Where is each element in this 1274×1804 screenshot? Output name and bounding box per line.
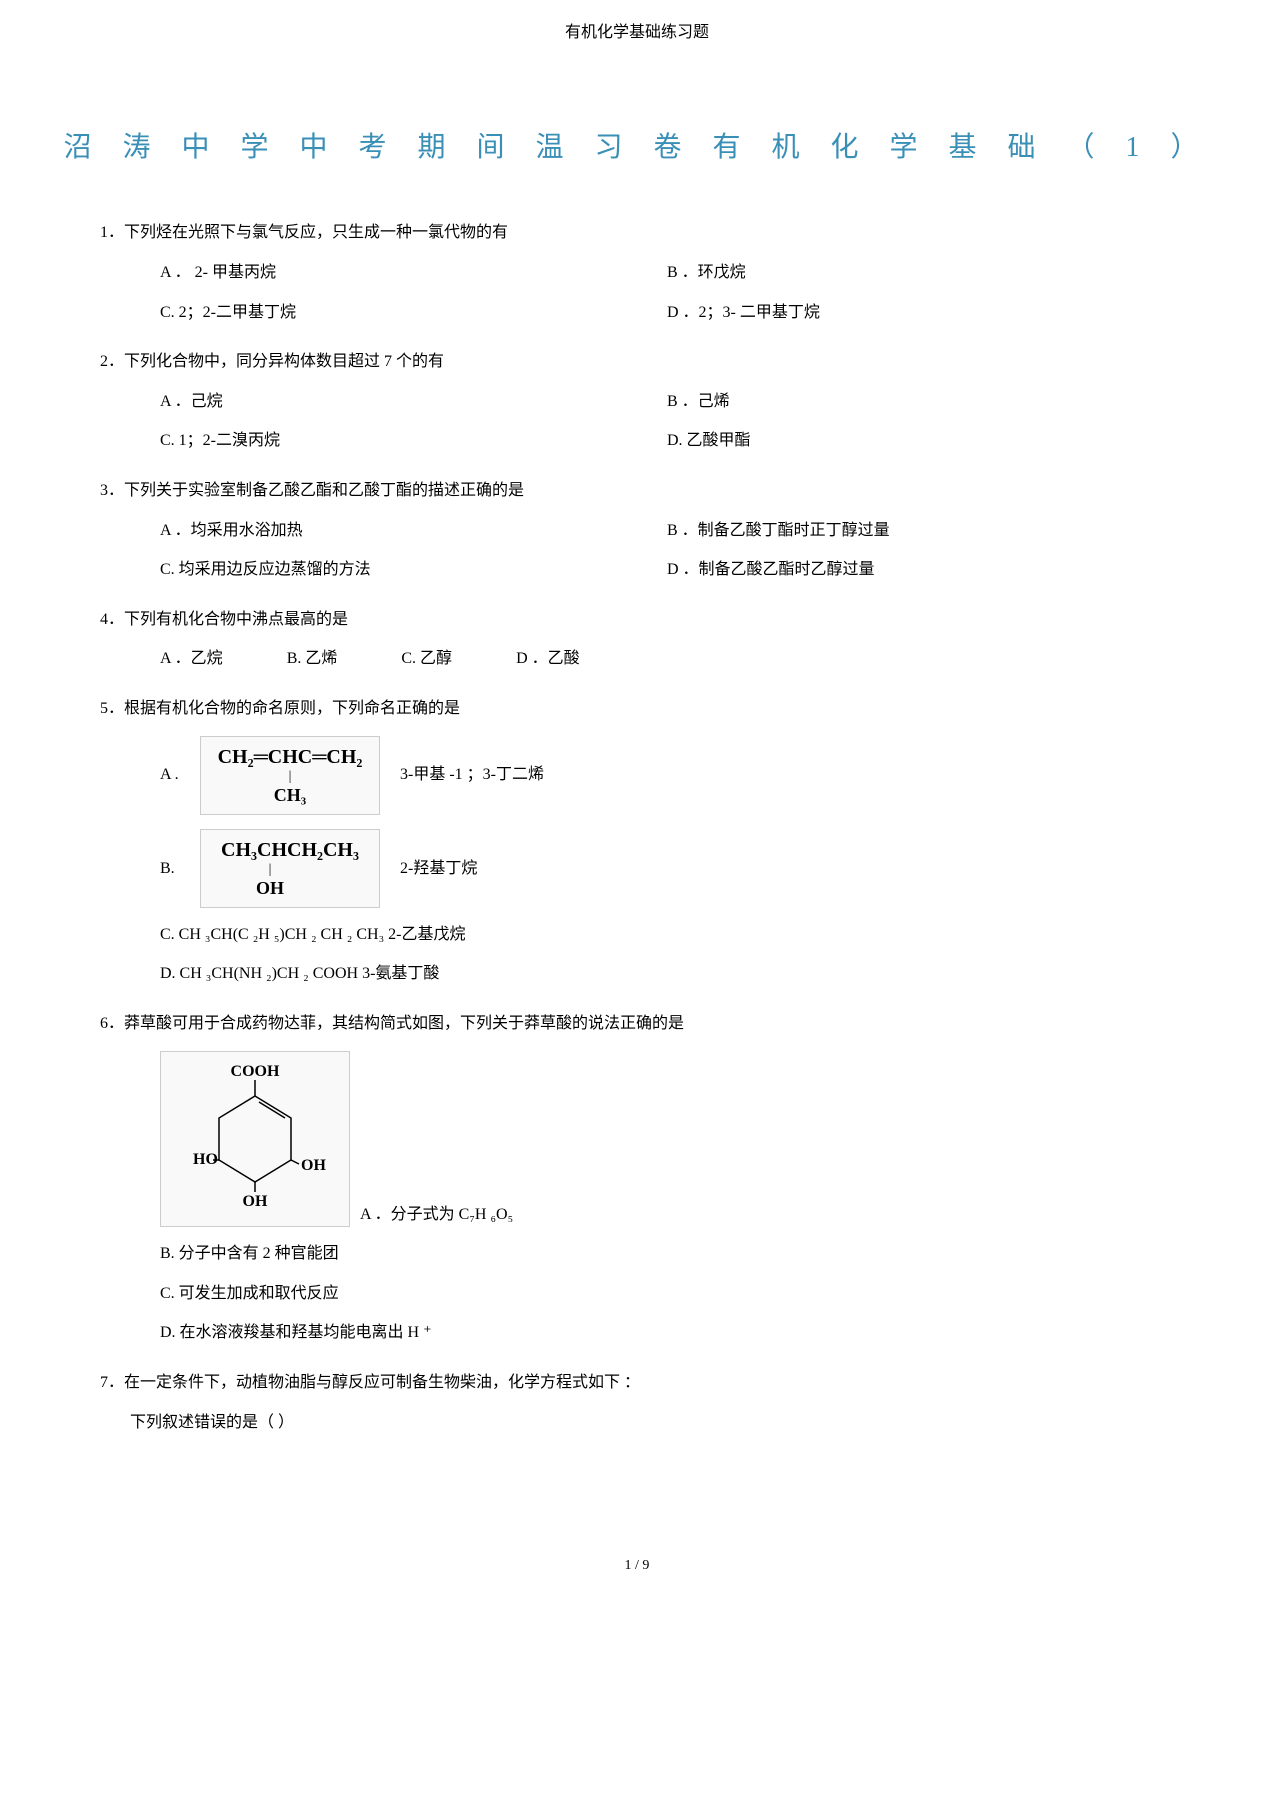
formula-branch-line: | <box>171 866 369 874</box>
content-body: 1．下列烃在光照下与氯气反应，只生成一种一氯代物的有 A ． 2- 甲基丙烷 B… <box>0 220 1274 1435</box>
question-2: 2．下列化合物中，同分异构体数目超过 7 个的有 A ．己烷 B ．己烯 C. … <box>100 349 1174 454</box>
page-header: 有机化学基础练习题 <box>0 20 1274 46</box>
document-title: 沼 涛 中 学 中 考 期 间 温 习 卷 有 机 化 学 基 础 （ 1 ） <box>0 126 1274 171</box>
option-c: C. CH ₃CH(C ₂H ₅)CH ₂ CH ₂ CH₃ 2-乙基戊烷 <box>160 922 1174 948</box>
option-desc: 2-羟基丁烷 <box>400 856 477 882</box>
option-d: D. 乙酸甲酯 <box>667 428 1174 454</box>
option-desc: 3-甲基 -1 ；3-丁二烯 <box>400 762 544 788</box>
formula-image: CH₃CHCH₂CH₃ | OH <box>200 829 380 908</box>
option-c: C. 可发生加成和取代反应 <box>100 1281 1174 1307</box>
question-text: 3．下列关于实验室制备乙酸乙酯和乙酸丁酯的描述正确的是 <box>100 478 1174 504</box>
option-c: C. 1；2-二溴丙烷 <box>160 428 667 454</box>
options-rest: C. CH ₃CH(C ₂H ₅)CH ₂ CH ₂ CH₃ 2-乙基戊烷 D.… <box>100 922 1174 987</box>
option-d: D ．乙酸 <box>516 646 580 672</box>
question-1: 1．下列烃在光照下与氯气反应，只生成一种一氯代物的有 A ． 2- 甲基丙烷 B… <box>100 220 1174 325</box>
option-d: D. CH ₃CH(NH ₂)CH ₂ COOH 3-氨基丁酸 <box>160 961 1174 987</box>
structure-row: COOH HO OH OH A ．分子式为 C₇H <box>100 1051 1174 1228</box>
question-sub: 下列叙述错误的是（ ） <box>100 1410 1174 1436</box>
question-6: 6．莽草酸可用于合成药物达菲，其结构简式如图，下列关于莽草酸的说法正确的是 CO… <box>100 1011 1174 1346</box>
option-b: B ．制备乙酸丁酯时正丁醇过量 <box>667 518 1174 544</box>
question-3: 3．下列关于实验室制备乙酸乙酯和乙酸丁酯的描述正确的是 A ．均采用水浴加热 B… <box>100 478 1174 583</box>
question-7: 7．在一定条件下，动植物油脂与醇反应可制备生物柴油，化学方程式如下 ： 下列叙述… <box>100 1370 1174 1435</box>
question-text: 4．下列有机化合物中沸点最高的是 <box>100 607 1174 633</box>
formula-branch-line: | <box>211 773 369 781</box>
question-text: 7．在一定条件下，动植物油脂与醇反应可制备生物柴油，化学方程式如下 ： <box>100 1370 1174 1396</box>
option-b: B. 分子中含有 2 种官能团 <box>100 1241 1174 1267</box>
options: A ．乙烷 B. 乙烯 C. 乙醇 D ．乙酸 <box>100 646 1174 672</box>
question-text: 1．下列烃在光照下与氯气反应，只生成一种一氯代物的有 <box>100 220 1174 246</box>
formula-image: CH₂═CHC═CH₂ | CH₃ <box>200 736 380 815</box>
option-a: A ．己烷 <box>160 389 667 415</box>
option-label: A . <box>160 762 200 788</box>
option-c: C. 2；2-二甲基丁烷 <box>160 300 667 326</box>
oh-label: OH <box>301 1157 326 1174</box>
question-4: 4．下列有机化合物中沸点最高的是 A ．乙烷 B. 乙烯 C. 乙醇 D ．乙酸 <box>100 607 1174 672</box>
option-b: B. CH₃CHCH₂CH₃ | OH 2-羟基丁烷 <box>100 829 1174 908</box>
options: A ． 2- 甲基丙烷 B ．环戊烷 C. 2；2-二甲基丁烷 D ．2；3- … <box>100 260 1174 325</box>
option-d: D ．制备乙酸乙酯时乙醇过量 <box>667 557 1174 583</box>
option-a: A ．均采用水浴加热 <box>160 518 667 544</box>
formula-top: CH₃CHCH₂CH₃ <box>211 834 369 866</box>
cooh-label: COOH <box>231 1063 280 1080</box>
option-c: C. 乙醇 <box>401 646 452 672</box>
question-text: 6．莽草酸可用于合成药物达菲，其结构简式如图，下列关于莽草酸的说法正确的是 <box>100 1011 1174 1037</box>
option-b: B. 乙烯 <box>287 646 338 672</box>
formula-bottom: OH <box>171 874 369 903</box>
chemical-structure: COOH HO OH OH <box>160 1051 350 1228</box>
option-a: A ．分子式为 C₇H ₆O₅ <box>360 1202 513 1228</box>
options: A ．均采用水浴加热 B ．制备乙酸丁酯时正丁醇过量 C. 均采用边反应边蒸馏的… <box>100 518 1174 583</box>
question-text: 5．根据有机化合物的命名原则，下列命名正确的是 <box>100 696 1174 722</box>
option-c: C. 均采用边反应边蒸馏的方法 <box>160 557 667 583</box>
option-b: B ．环戊烷 <box>667 260 1174 286</box>
question-5: 5．根据有机化合物的命名原则，下列命名正确的是 A . CH₂═CHC═CH₂ … <box>100 696 1174 987</box>
option-d: D ．2；3- 二甲基丁烷 <box>667 300 1174 326</box>
formula-bottom: CH₃ <box>211 781 369 810</box>
option-a: A . CH₂═CHC═CH₂ | CH₃ 3-甲基 -1 ；3-丁二烯 <box>100 736 1174 815</box>
option-b: B ．己烯 <box>667 389 1174 415</box>
option-a: A ．乙烷 <box>160 646 223 672</box>
question-text: 2．下列化合物中，同分异构体数目超过 7 个的有 <box>100 349 1174 375</box>
page-number: 1 / 9 <box>0 1555 1274 1577</box>
option-a: A ． 2- 甲基丙烷 <box>160 260 667 286</box>
oh-label: OH <box>243 1193 268 1210</box>
options: A ．己烷 B ．己烯 C. 1；2-二溴丙烷 D. 乙酸甲酯 <box>100 389 1174 454</box>
formula-top: CH₂═CHC═CH₂ <box>211 741 369 773</box>
option-d: D. 在水溶液羧基和羟基均能电离出 H ⁺ <box>100 1320 1174 1346</box>
